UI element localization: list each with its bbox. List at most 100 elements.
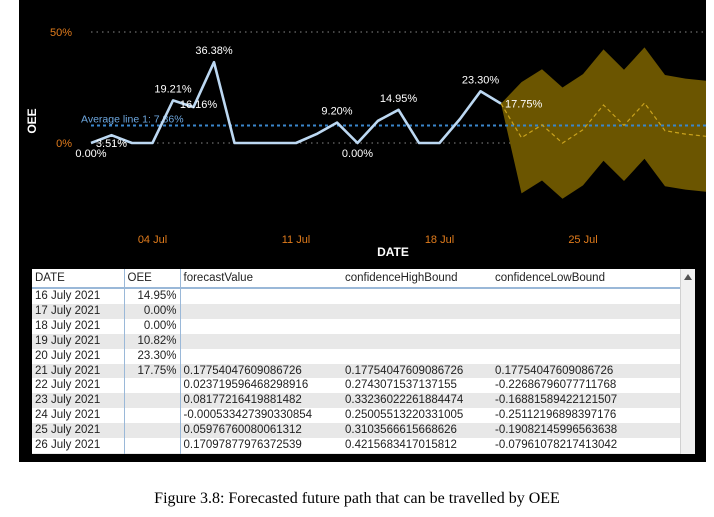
forecast-table-container[interactable]: DATE OEE forecastValue confidenceHighBound c… <box>32 269 695 454</box>
x-tick-label: 11 Jul <box>282 234 311 246</box>
average-line-label: Average line 1: 7.86% <box>81 114 184 126</box>
table-cell <box>492 319 681 334</box>
table-cell: -0.000533427390330854 <box>183 409 313 422</box>
oee-line-chart: Average line 1: 7.86% 0.00%3.51%19.21%16… <box>25 27 706 259</box>
table-cell: 0.2743071537137155 <box>345 379 457 392</box>
x-tick-label: 04 Jul <box>138 234 167 246</box>
table-cell: 0.4215683417015812 <box>345 439 457 452</box>
data-label: 14.95% <box>380 93 418 105</box>
table-cell <box>342 288 492 304</box>
table-row: 26 July 2021 0.17097877976372539 0.4215683… <box>32 438 681 453</box>
oee-chart-panel: Average line 1: 7.86% 0.00% 3.51% 19.21% 16… <box>19 0 706 262</box>
figure-caption: Figure 3.8: Forecasted future path that … <box>154 490 560 507</box>
table-cell <box>123 408 181 424</box>
table-cell: 23 July 2021 <box>32 393 124 409</box>
y-tick-label: 50% <box>50 27 72 39</box>
table-cell <box>123 423 181 439</box>
table-cell: 25 July 2021 <box>32 423 124 439</box>
table-cell: 0.25005513220331005 <box>345 409 464 422</box>
table-cell: 20 July 2021 <box>35 349 101 362</box>
table-cell <box>180 288 342 304</box>
table-cell: -0.07961078217413042 <box>495 439 618 452</box>
y-axis-title: OEE <box>25 108 39 133</box>
column-header-forecastvalue[interactable]: forecastValue <box>180 269 342 289</box>
table-cell: 0.08177216419881482 <box>180 393 342 409</box>
y-tick-label: 0% <box>56 138 72 150</box>
column-header-confidencelowbound[interactable]: confidenceLowBound <box>492 269 681 289</box>
table-row: 27 July 2021 0.079335424040219880.3299254… <box>32 452 681 454</box>
forecast-table: DATE OEE forecastValue confidenceHighBound c… <box>32 269 681 454</box>
table-cell: 0.33236022261884474 <box>342 393 492 409</box>
table-cell <box>342 319 492 334</box>
table-cell: 24 July 2021 <box>35 409 101 422</box>
table-row: 17 July 2021 0.00% <box>32 303 681 319</box>
column-header-date[interactable]: DATE <box>32 269 124 289</box>
table-cell <box>492 349 681 364</box>
table-cell <box>342 333 492 349</box>
x-tick-label: 25 Jul <box>568 234 597 246</box>
table-cell: -0.17125463906626098 <box>492 452 681 454</box>
table-cell: 10.82% <box>123 333 181 349</box>
table-cell <box>123 378 181 394</box>
table-cell <box>180 349 342 364</box>
table-row: 16 July 2021 14.95% <box>32 288 681 304</box>
oee-actual-line <box>90 60 502 145</box>
data-label: 0.00% <box>75 148 106 160</box>
table-cell: -0.22686796077711768 <box>495 379 617 392</box>
table-cell: 16 July 2021 <box>35 290 101 302</box>
table-cell: 0.17097877976372539 <box>183 439 302 452</box>
table-cell: 0.023719596468298916 <box>183 379 309 392</box>
table-cell: -0.19082145996563638 <box>492 423 681 439</box>
table-cell: 21 July 2021 <box>32 363 124 379</box>
data-label: 16.16% <box>180 99 218 111</box>
data-label: 0.00% <box>342 148 373 160</box>
table-cell: 0.00% <box>123 303 181 319</box>
table-cell: 27 July 2021 <box>32 452 124 454</box>
data-label: 19.21% <box>154 83 192 95</box>
table-cell <box>342 349 492 364</box>
forecast-line <box>500 102 706 144</box>
table-cell: 0.3103566615668626 <box>342 423 492 439</box>
table-cell: -0.25112196898397176 <box>495 409 617 422</box>
table-cell <box>180 303 342 319</box>
column-header-confidencehighbound[interactable]: confidenceHighBound <box>342 269 492 289</box>
column-header-oee[interactable]: OEE <box>123 269 181 289</box>
table-cell <box>180 333 342 349</box>
table-cell: 0.32992548715065856 <box>342 452 492 454</box>
table-header-row: DATE OEE forecastValue confidenceHighBound c… <box>32 269 681 289</box>
table-cell: 22 July 2021 <box>35 379 101 392</box>
table-row: 25 July 2021 0.05976760080061312 0.3103566… <box>32 423 681 439</box>
table-cell <box>180 319 342 334</box>
forecast-confidence-band <box>501 47 706 199</box>
table-row: 21 July 2021 17.75% 0.17754047609086726 0.1… <box>32 363 681 379</box>
table-cell <box>492 303 681 319</box>
table-row: 20 July 2021 23.30% <box>32 348 681 364</box>
table-cell <box>123 438 181 453</box>
x-axis-title: DATE <box>377 245 409 259</box>
data-label: 9.20% <box>321 106 352 118</box>
table-cell: 18 July 2021 <box>35 319 101 332</box>
table-cell: 23.30% <box>123 348 181 364</box>
table-cell: 0.07933542404021988 <box>180 452 342 454</box>
data-label: 17.75% <box>505 99 543 111</box>
data-label: 36.38% <box>195 45 233 57</box>
table-cell: 26 July 2021 <box>35 439 101 452</box>
table-cell: -0.16881589422121507 <box>492 393 681 409</box>
table-cell <box>123 393 181 409</box>
x-tick-label: 18 Jul <box>425 234 454 246</box>
table-cell: 17 July 2021 <box>32 303 124 319</box>
table-cell: 14.95% <box>123 288 181 304</box>
table-row: 23 July 2021 0.08177216419881482 0.3323602… <box>32 393 681 409</box>
table-cell: 0.17754047609086726 <box>180 363 342 379</box>
table-cell: 0.17754047609086726 <box>342 363 492 379</box>
forecast-table-panel: DATE OEE forecastValue confidenceHighBound c… <box>19 262 706 462</box>
table-cell: 17.75% <box>123 363 181 379</box>
table-row: 18 July 2021 0.00% <box>32 318 681 334</box>
table-scrollbar[interactable] <box>680 269 695 454</box>
table-row: 19 July 2021 10.82% <box>32 333 681 349</box>
scroll-up-arrow-icon[interactable] <box>684 274 692 280</box>
table-cell <box>492 333 681 349</box>
table-cell <box>123 452 181 454</box>
table-cell: 0.17754047609086726 <box>492 363 681 379</box>
table-cell <box>492 288 681 304</box>
